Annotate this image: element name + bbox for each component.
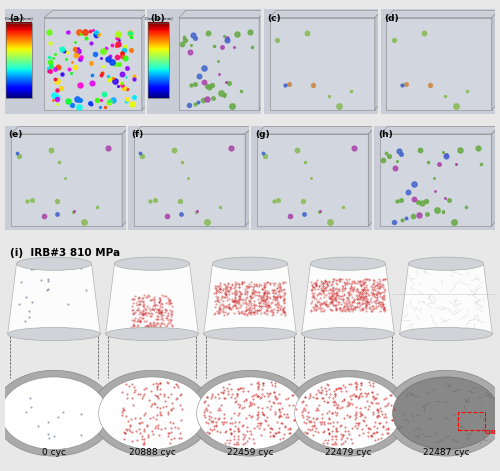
Polygon shape [380,127,498,134]
Ellipse shape [0,377,108,449]
Ellipse shape [386,370,500,456]
Ellipse shape [302,327,394,341]
Polygon shape [368,127,376,226]
Text: 22479 cyc: 22479 cyc [324,448,372,457]
Ellipse shape [212,257,288,270]
Text: (i)  IRB#3 810 MPa: (i) IRB#3 810 MPa [10,248,120,258]
Polygon shape [11,127,130,134]
Polygon shape [259,10,266,110]
Polygon shape [257,127,376,134]
Ellipse shape [400,327,492,341]
Text: (d): (d) [384,14,398,23]
Polygon shape [257,134,368,226]
Ellipse shape [16,257,92,270]
Polygon shape [8,264,100,334]
Ellipse shape [392,377,500,449]
Ellipse shape [190,370,310,456]
Polygon shape [302,264,394,334]
Bar [6,23,32,98]
Polygon shape [400,264,492,334]
Polygon shape [179,18,259,110]
Text: (g): (g) [255,130,270,139]
Polygon shape [44,10,150,18]
Polygon shape [492,10,498,110]
Ellipse shape [204,327,296,341]
Ellipse shape [98,377,206,449]
Text: 0 cyc: 0 cyc [42,448,66,457]
Polygon shape [375,10,382,110]
Polygon shape [270,10,382,18]
Polygon shape [134,134,245,226]
Polygon shape [11,134,122,226]
Polygon shape [245,127,252,226]
Polygon shape [270,18,375,110]
Ellipse shape [106,327,198,341]
Polygon shape [142,10,150,110]
Text: (f): (f) [132,130,144,139]
Text: (e): (e) [8,130,23,139]
Text: Diameter [mm]: Diameter [mm] [5,16,32,20]
Polygon shape [106,264,198,334]
Polygon shape [122,127,130,226]
Polygon shape [44,18,142,110]
Ellipse shape [92,370,212,456]
Ellipse shape [288,370,408,456]
Polygon shape [179,10,266,18]
Polygon shape [386,18,492,110]
Ellipse shape [294,377,402,449]
Text: 22487 cyc: 22487 cyc [422,448,470,457]
Text: (c): (c) [267,14,281,23]
Polygon shape [386,10,498,18]
Polygon shape [134,127,252,134]
Ellipse shape [310,257,386,270]
Text: (h): (h) [378,130,392,139]
Polygon shape [492,127,498,226]
Text: CIR: CIR [485,430,496,435]
Text: 20888 cyc: 20888 cyc [128,448,176,457]
Ellipse shape [0,370,114,456]
Ellipse shape [196,377,304,449]
Ellipse shape [114,257,190,270]
Ellipse shape [408,257,484,270]
Text: 22459 cyc: 22459 cyc [226,448,274,457]
Bar [148,23,169,98]
Polygon shape [380,134,492,226]
Text: Diameter [mm]: Diameter [mm] [144,16,172,20]
Text: (b): (b) [150,14,165,23]
Text: (a): (a) [9,14,24,23]
Bar [458,412,485,430]
Ellipse shape [8,327,100,341]
Polygon shape [204,264,296,334]
